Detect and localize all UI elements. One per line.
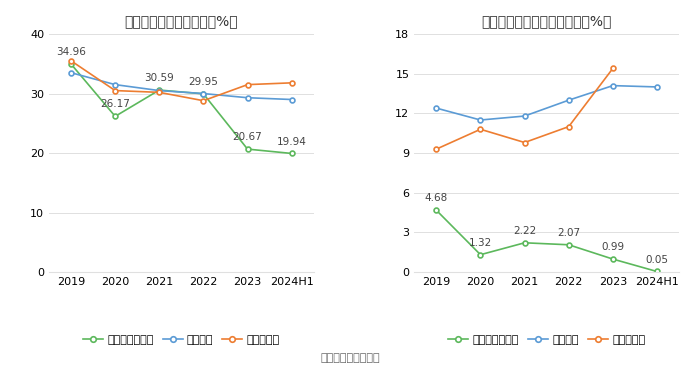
- Text: 数据来源：恒生聚源: 数据来源：恒生聚源: [320, 353, 380, 363]
- Text: 34.96: 34.96: [56, 47, 86, 57]
- Text: 29.95: 29.95: [188, 77, 218, 87]
- Title: 近年来有息资产负债率情况（%）: 近年来有息资产负债率情况（%）: [482, 15, 612, 29]
- Text: 19.94: 19.94: [276, 136, 307, 147]
- Text: 2.22: 2.22: [513, 226, 536, 236]
- Legend: 公司资产负债率, 行业均值, 行业中位数: 公司资产负债率, 行业均值, 行业中位数: [78, 330, 284, 349]
- Text: 30.59: 30.59: [144, 73, 174, 83]
- Text: 4.68: 4.68: [425, 193, 448, 203]
- Text: 26.17: 26.17: [100, 99, 130, 109]
- Text: 0.99: 0.99: [601, 242, 624, 252]
- Text: 2.07: 2.07: [557, 228, 580, 238]
- Text: 20.67: 20.67: [232, 132, 262, 142]
- Legend: 有息资产负债率, 行业均值, 行业中位数: 有息资产负债率, 行业均值, 行业中位数: [444, 330, 650, 349]
- Title: 近年来资产负债率情况（%）: 近年来资产负债率情况（%）: [125, 15, 238, 29]
- Text: 0.05: 0.05: [645, 254, 668, 265]
- Text: 1.32: 1.32: [469, 238, 492, 248]
